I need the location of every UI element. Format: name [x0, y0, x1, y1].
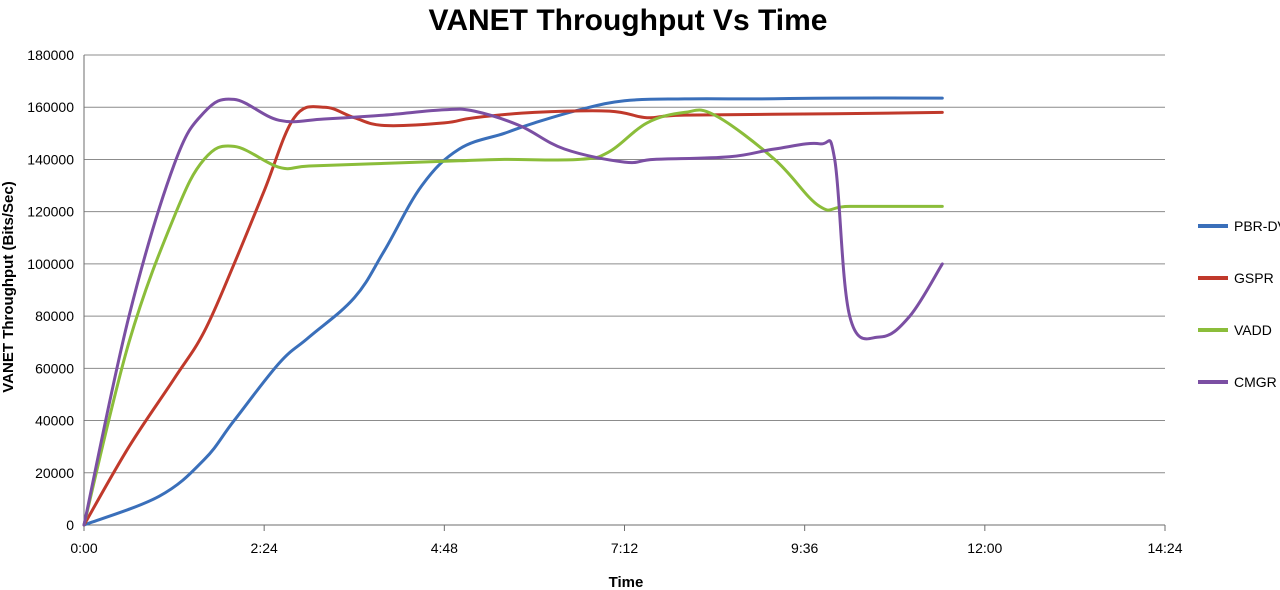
y-axis-ticks: 0 20000 40000 60000 80000 100000 120000 140000 1…: [27, 47, 74, 533]
x-tick-label: 7:12: [611, 540, 638, 556]
axes: [83, 55, 1165, 526]
y-tick-label: 120000: [27, 204, 74, 220]
chart-title: VANET Throughput Vs Time: [429, 4, 828, 37]
y-tick-label: 100000: [27, 256, 74, 272]
x-tick-label: 2:24: [251, 540, 278, 556]
y-tick-label: 60000: [35, 360, 74, 376]
legend-label-pbr-dv: PBR-DV: [1234, 218, 1280, 234]
series-line-vadd: [82, 108, 944, 527]
x-tick-label: 14:24: [1147, 540, 1182, 556]
x-tick-label: 9:36: [791, 540, 818, 556]
y-tick-label: 80000: [35, 308, 74, 324]
legend: PBR-DV GSPR VADD CMGR: [1198, 218, 1280, 390]
legend-label-cmgr: CMGR: [1234, 374, 1277, 390]
y-axis-title: VANET Throughput (Bits/Sec): [0, 181, 17, 392]
gridlines: [84, 54, 1165, 474]
series-line-cmgr: [82, 97, 944, 527]
x-axis-ticks: 0:00 2:24 4:48 7:12 9:36 12:00 14:24: [70, 525, 1183, 556]
x-tick-label: 0:00: [70, 540, 97, 556]
y-tick-label: 140000: [27, 151, 74, 167]
x-tick-label: 12:00: [967, 540, 1002, 556]
legend-label-vadd: VADD: [1234, 322, 1272, 338]
y-tick-label: 180000: [27, 47, 74, 63]
y-tick-label: 20000: [35, 465, 74, 481]
x-tick-label: 4:48: [431, 540, 458, 556]
legend-label-gspr: GSPR: [1234, 270, 1274, 286]
x-axis-title: Time: [609, 574, 644, 590]
series-lines: [82, 96, 944, 527]
y-tick-label: 0: [66, 517, 74, 533]
y-tick-label: 40000: [35, 413, 74, 429]
y-tick-label: 160000: [27, 99, 74, 115]
